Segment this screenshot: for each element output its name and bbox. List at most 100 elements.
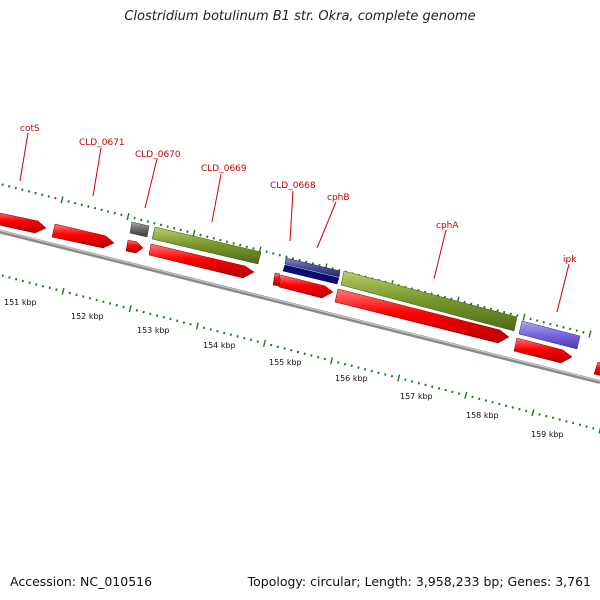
minor-tick: [80, 203, 83, 207]
feature-cld-0668-navy[interactable]: [284, 257, 341, 278]
minor-tick: [582, 331, 585, 334]
label-cphb: cphB: [327, 193, 350, 203]
feature-cpha[interactable]: [340, 270, 518, 332]
minor-tick: [173, 226, 176, 230]
leader-cld-0670: [144, 158, 158, 209]
leader-cots: [19, 132, 29, 182]
minor-tick: [142, 310, 145, 314]
major-tick: [262, 339, 266, 347]
minor-tick: [370, 369, 373, 373]
minor-tick: [350, 364, 353, 368]
minor-tick: [451, 390, 454, 394]
minor-tick: [305, 260, 308, 264]
feature-cld-0668-dark[interactable]: [282, 264, 340, 285]
feature-cld-0670[interactable]: [129, 221, 150, 238]
minor-tick: [323, 357, 326, 361]
minor-tick: [47, 195, 50, 198]
minor-tick: [186, 230, 189, 233]
minor-tick: [14, 186, 17, 190]
gene-arrow-7[interactable]: [334, 288, 510, 344]
minor-tick: [27, 190, 31, 193]
minor-tick: [249, 338, 253, 342]
minor-tick: [212, 237, 215, 240]
minor-tick: [489, 307, 493, 311]
ruler-label-155: 155 kbp: [269, 358, 302, 367]
minor-tick: [296, 350, 300, 354]
minor-tick: [298, 258, 301, 262]
minor-tick: [223, 331, 226, 335]
feature-ipk[interactable]: [518, 320, 581, 350]
leader-cld-0671: [92, 147, 102, 197]
major-tick: [522, 313, 526, 321]
minor-tick: [256, 340, 259, 343]
minor-tick: [8, 185, 11, 188]
gene-arrow-2[interactable]: [51, 223, 115, 249]
minor-tick: [384, 373, 387, 376]
minor-tick: [35, 283, 38, 286]
minor-tick: [225, 240, 229, 244]
minor-tick: [162, 316, 165, 319]
minor-tick: [199, 233, 202, 237]
ruler-label-157: 157 kbp: [400, 392, 433, 401]
minor-tick: [565, 420, 568, 423]
minor-tick: [74, 201, 77, 205]
gene-arrow-1[interactable]: [0, 211, 47, 234]
gene-arrow-5[interactable]: [272, 272, 281, 287]
major-tick: [598, 427, 600, 434]
label-ipk: ipk: [563, 255, 577, 265]
minor-tick: [67, 200, 70, 203]
gene-arrow-6[interactable]: [278, 274, 334, 299]
minor-tick: [34, 191, 37, 195]
backbone-highlight: [0, 229, 600, 382]
topology-summary: Topology: circular; Length: 3,958,233 bp…: [247, 574, 591, 589]
minor-tick: [545, 414, 548, 418]
minor-tick: [245, 245, 248, 249]
minor-tick: [410, 380, 414, 383]
minor-tick: [498, 402, 501, 406]
minor-tick: [95, 298, 98, 302]
label-cld-0670: CLD_0670: [135, 150, 181, 160]
minor-tick: [578, 423, 581, 427]
gene-arrow-8[interactable]: [513, 337, 573, 364]
leader-ipk: [556, 263, 570, 313]
label-cots: cotS: [20, 124, 40, 134]
minor-tick: [153, 221, 156, 225]
minor-tick: [54, 196, 57, 200]
minor-tick: [511, 406, 514, 409]
minor-tick: [179, 228, 182, 232]
leader-cld-0668: [289, 190, 294, 242]
minor-tick: [155, 314, 159, 317]
major-tick: [397, 374, 401, 382]
minor-tick: [424, 383, 427, 387]
minor-tick: [276, 345, 279, 349]
minor-tick: [431, 385, 434, 388]
minor-tick: [135, 309, 139, 312]
minor-tick: [216, 329, 219, 333]
feature-cld-0669[interactable]: [151, 226, 262, 265]
gene-arrow-9[interactable]: [593, 361, 600, 376]
minor-tick: [102, 300, 105, 304]
ruler-label-159: 159 kbp: [531, 430, 564, 439]
gene-arrow-3[interactable]: [125, 239, 144, 254]
minor-tick: [8, 276, 11, 279]
minor-tick: [317, 355, 320, 359]
minor-tick: [1, 183, 4, 186]
minor-tick: [189, 322, 192, 326]
minor-tick: [100, 208, 103, 212]
major-tick: [195, 322, 199, 330]
minor-tick: [149, 312, 152, 316]
major-tick: [61, 287, 65, 295]
major-tick: [464, 391, 468, 399]
minor-tick: [166, 225, 169, 228]
minor-tick: [75, 293, 78, 297]
minor-tick: [536, 319, 539, 322]
leader-cphb: [316, 201, 337, 249]
gene-arrow-4[interactable]: [148, 243, 255, 279]
minor-tick: [202, 326, 206, 330]
minor-tick: [483, 305, 486, 309]
minor-tick: [437, 387, 441, 390]
minor-tick: [444, 388, 447, 392]
minor-tick: [357, 366, 360, 369]
minor-tick: [115, 303, 118, 307]
